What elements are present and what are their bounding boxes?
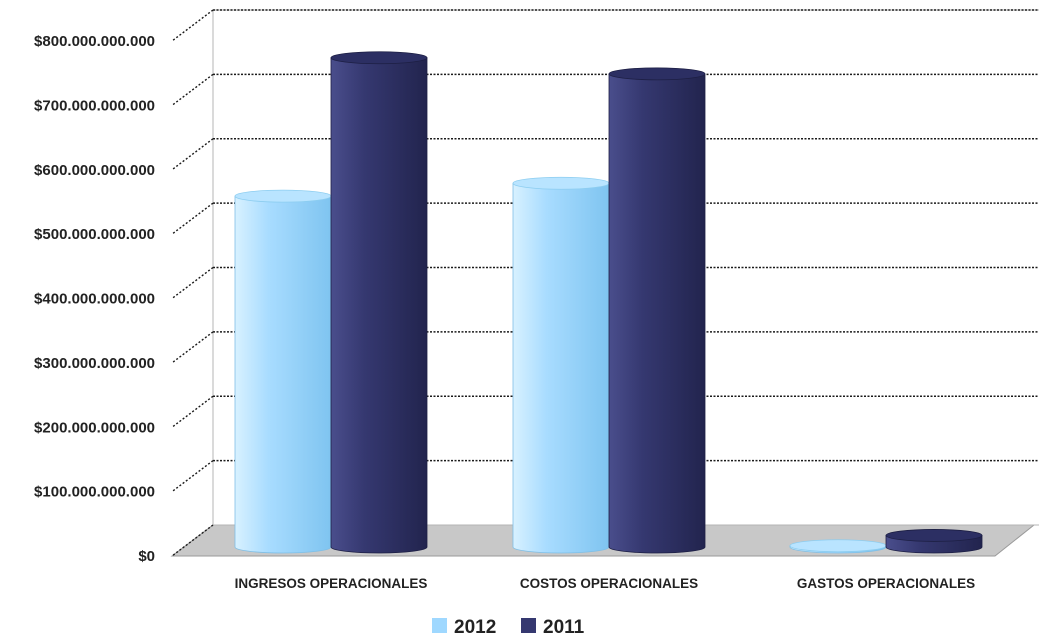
y-tick-label: $400.000.000.000	[34, 291, 155, 308]
side-gridline	[171, 73, 214, 106]
x-tick-label: INGRESOS OPERACIONALES	[235, 576, 428, 591]
y-tick-label: $800.000.000.000	[34, 33, 155, 50]
legend-item-2012: 2012	[432, 617, 496, 638]
side-gridline	[171, 524, 214, 557]
side-gridline	[171, 331, 214, 364]
y-tick-label: $600.000.000.000	[34, 162, 155, 179]
bar-2011	[885, 529, 983, 554]
legend-swatch	[432, 618, 447, 633]
legend: 2012 2011	[432, 617, 585, 638]
side-gridline	[171, 395, 214, 428]
legend-item-2011: 2011	[521, 617, 585, 638]
y-axis-ticks: $0 $100.000.000.000 $200.000.000.000 $300.0…	[34, 33, 155, 565]
legend-swatch	[521, 618, 536, 633]
bar-2012	[512, 176, 610, 554]
y-tick-label: $100.000.000.000	[34, 484, 155, 501]
bar-2012	[789, 539, 887, 554]
side-gridline	[171, 266, 214, 300]
x-axis-labels: INGRESOS OPERACIONALES COSTOS OPERACIONAL…	[235, 576, 976, 591]
y-tick-label: $300.000.000.000	[34, 355, 155, 372]
y-tick-label: $500.000.000.000	[34, 226, 155, 243]
y-tick-label: $0	[138, 548, 155, 565]
legend-label: 2012	[454, 617, 496, 638]
side-gridline	[171, 202, 214, 235]
x-tick-label: GASTOS OPERACIONALES	[797, 576, 975, 591]
legend-label: 2011	[543, 617, 585, 638]
bar-2012	[234, 189, 332, 554]
side-gridline	[171, 460, 214, 493]
y-tick-label: $700.000.000.000	[34, 97, 155, 114]
bars	[234, 51, 983, 554]
side-gridline	[171, 138, 214, 171]
y-tick-label: $200.000.000.000	[34, 419, 155, 436]
bar-2011	[608, 67, 706, 554]
bar-2011	[330, 51, 428, 554]
side-gridline	[171, 9, 214, 42]
x-tick-label: COSTOS OPERACIONALES	[520, 576, 698, 591]
